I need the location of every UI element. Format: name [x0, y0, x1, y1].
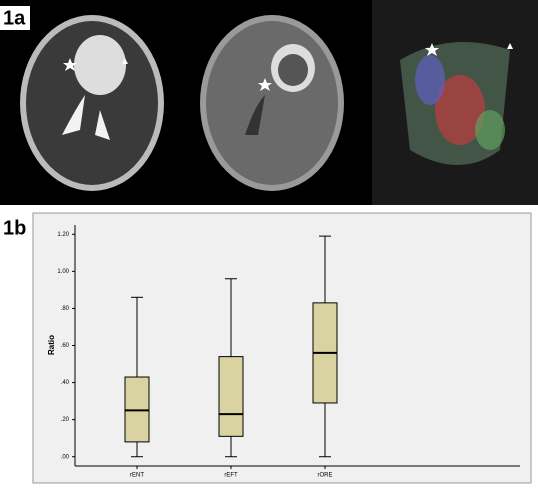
y-tick-label: .00: [61, 454, 70, 460]
y-tick-label: .80: [61, 306, 70, 312]
triangle-marker: [507, 43, 513, 49]
box: [218, 356, 244, 437]
y-tick-label: .20: [61, 417, 70, 423]
ventricle: [245, 95, 265, 135]
panel-label: 1b: [3, 217, 26, 239]
corpus-callosum: [435, 75, 485, 145]
x-tick-label: rORE: [318, 473, 333, 479]
tumor: [74, 35, 126, 95]
mri-panels: 1a: [0, 0, 538, 205]
x-tick-label: rEFT: [224, 473, 238, 479]
panel-label-box: [0, 6, 30, 30]
star-marker: [425, 43, 439, 56]
panel-label: 1a: [3, 7, 26, 29]
y-tick-label: 1.20: [57, 232, 69, 238]
triangle-marker: [122, 58, 128, 64]
ventricles: [62, 95, 110, 140]
star-marker: [63, 58, 77, 71]
star-marker: [258, 78, 272, 91]
y-tick-label: .40: [61, 380, 70, 386]
plot-frame: [32, 212, 532, 484]
fiber-green: [475, 110, 505, 150]
y-tick-label: .60: [61, 343, 70, 349]
x-tick-label: rENT: [130, 473, 144, 479]
y-tick-label: 1.00: [57, 269, 69, 275]
brain: [206, 21, 338, 185]
y-axis-title: Ratio: [47, 335, 56, 355]
tumor-core: [278, 54, 308, 86]
fiber-blue: [415, 55, 445, 105]
